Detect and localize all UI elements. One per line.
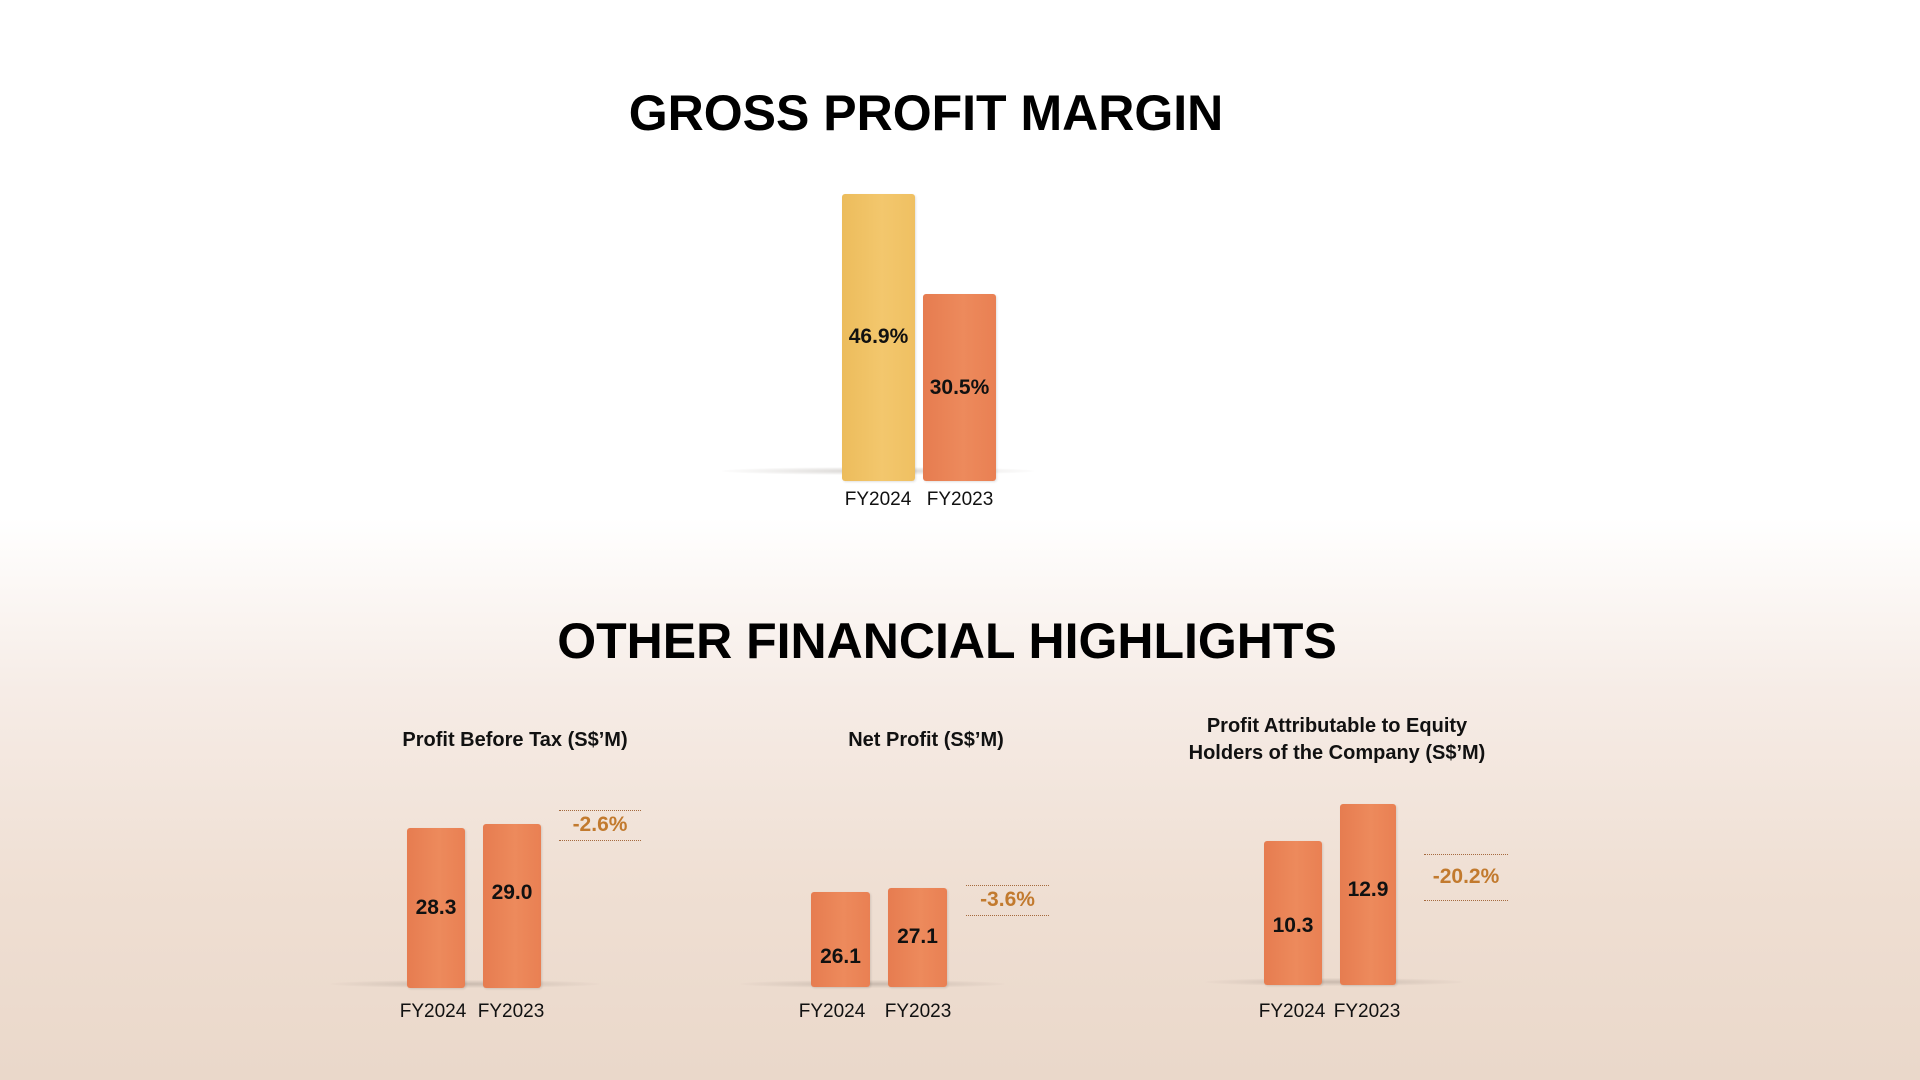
category-label-fy2024: FY2024	[399, 1001, 467, 1022]
bar-pbt-fy2023: 29.0	[483, 823, 541, 988]
change-percentage: -20.2%	[1424, 854, 1508, 901]
category-label-fy2023: FY2023	[477, 1001, 545, 1022]
chart-floor-shadow	[740, 980, 1005, 988]
bar-value-label: 46.9%	[848, 325, 909, 349]
bar-value-label: 26.1	[820, 945, 861, 969]
change-percentage: -2.6%	[559, 810, 641, 841]
bar-np-fy2023: 27.1	[888, 888, 947, 987]
bar-pbt-fy2024: 28.3	[407, 827, 465, 988]
chart-floor-shadow	[330, 980, 600, 988]
bar-pa-fy2023: 12.9	[1340, 804, 1396, 985]
chart-title: Profit Before Tax (S$’M)	[402, 729, 628, 751]
bar-value-label: 12.9	[1347, 877, 1389, 901]
chart-title-line-2: Holders of the Company (S$’M)	[1188, 742, 1486, 764]
bar-value-label: 30.5%	[929, 375, 990, 399]
category-label-fy2023: FY2023	[926, 489, 994, 510]
chart-title-line-1: Profit Attributable to Equity	[1206, 715, 1468, 737]
bar-value-label: 10.3	[1272, 913, 1314, 937]
change-percentage: -3.6%	[966, 885, 1049, 916]
gross-profit-margin-title: GROSS PROFIT MARGIN	[628, 85, 1224, 141]
bar-np-fy2024: 26.1	[811, 891, 870, 987]
bar-value-label: 28.3	[415, 895, 457, 919]
bar-value-label: 27.1	[897, 924, 938, 948]
other-financial-highlights-title: OTHER FINANCIAL HIGHLIGHTS	[557, 613, 1337, 669]
chart-title: Net Profit (S$’M)	[848, 729, 1004, 751]
category-label-fy2023: FY2023	[1333, 1001, 1401, 1022]
category-label-fy2024: FY2024	[844, 489, 912, 510]
chart-floor-shadow	[1205, 978, 1463, 986]
category-label-fy2023: FY2023	[884, 1001, 952, 1022]
bar-gpm-fy2023: 30.5%	[923, 294, 996, 481]
bar-pa-fy2024: 10.3	[1264, 840, 1322, 985]
bar-value-label: 29.0	[491, 880, 533, 904]
chart-title: Profit Attributable to Equity Holders of…	[1189, 713, 1486, 767]
category-label-fy2024: FY2024	[798, 1001, 866, 1022]
bar-gpm-fy2024: 46.9%	[842, 193, 915, 481]
category-label-fy2024: FY2024	[1258, 1001, 1326, 1022]
